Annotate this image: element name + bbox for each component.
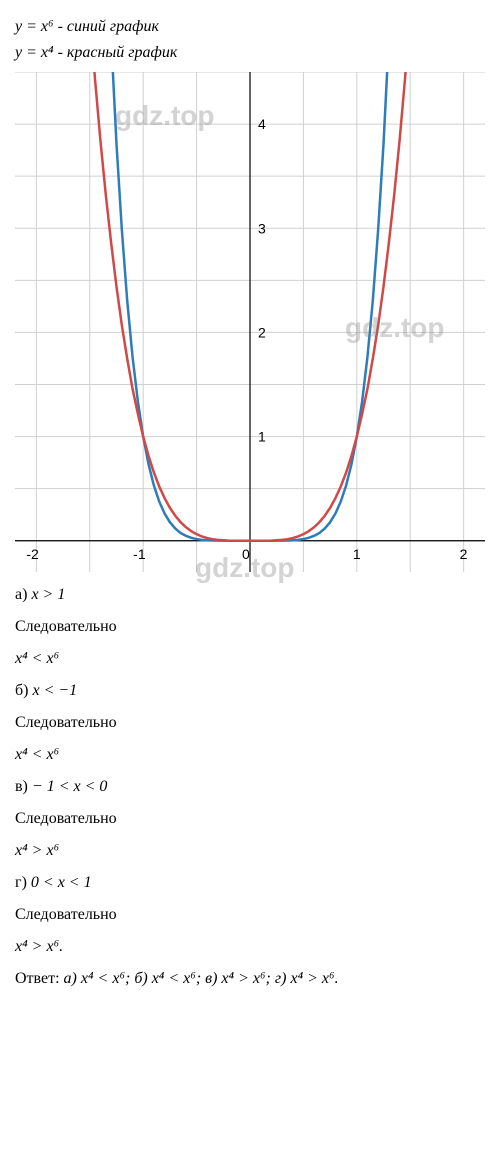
desc-x4: - красный график xyxy=(58,44,178,61)
svg-text:1: 1 xyxy=(258,429,266,445)
follow-b: Следовательно xyxy=(15,714,487,732)
chart: -2-10121234 gdz.top gdz.top gdz.top xyxy=(15,72,485,572)
svg-text:0: 0 xyxy=(242,546,250,562)
svg-text:-1: -1 xyxy=(133,546,146,562)
chart-svg: -2 -1 0 1 2 1 2 3 4 xyxy=(15,72,485,572)
answer-line: Ответ: а) x⁴ < x⁶; б) x⁴ < x⁶; в) x⁴ > x… xyxy=(15,970,487,988)
part-g-cond: г) 0 < x < 1 xyxy=(15,874,487,892)
func-x4: y = x⁴ xyxy=(15,44,54,61)
cond-g: 0 < x < 1 xyxy=(31,874,92,891)
answer-label: Ответ: xyxy=(15,970,60,987)
label-b: б) xyxy=(15,682,28,699)
cond-a: x > 1 xyxy=(31,586,65,603)
cond-v: − 1 < x < 0 xyxy=(32,778,108,795)
label-a: а) xyxy=(15,586,27,603)
answer-b: б) x⁴ < x⁶; xyxy=(134,970,201,987)
svg-text:2: 2 xyxy=(258,324,266,340)
answer-v: в) x⁴ > x⁶; xyxy=(205,970,271,987)
result-a: x⁴ < x⁶ xyxy=(15,650,487,668)
func-x6: y = x⁶ xyxy=(15,18,54,35)
answer-a: а) x⁴ < x⁶; xyxy=(64,970,131,987)
svg-text:1: 1 xyxy=(353,546,361,562)
label-v: в) xyxy=(15,778,28,795)
part-v-cond: в) − 1 < x < 0 xyxy=(15,778,487,796)
svg-text:4: 4 xyxy=(258,116,266,132)
label-g: г) xyxy=(15,874,27,891)
part-b-cond: б) x < −1 xyxy=(15,682,487,700)
follow-a: Следовательно xyxy=(15,618,487,636)
result-v: x⁴ > x⁶ xyxy=(15,842,487,860)
header-line-2: y = x⁴ - красный график xyxy=(15,44,487,62)
svg-text:-2: -2 xyxy=(26,546,39,562)
follow-v: Следовательно xyxy=(15,810,487,828)
result-g: x⁴ > x⁶. xyxy=(15,938,487,956)
cond-b: x < −1 xyxy=(32,682,77,699)
answer-g: г) x⁴ > x⁶. xyxy=(275,970,339,987)
desc-x6: - синий график xyxy=(58,18,159,35)
result-b: x⁴ < x⁶ xyxy=(15,746,487,764)
svg-text:3: 3 xyxy=(258,220,266,236)
part-a-cond: а) x > 1 xyxy=(15,586,487,604)
follow-g: Следовательно xyxy=(15,906,487,924)
header-line-1: y = x⁶ - синий график xyxy=(15,18,487,36)
svg-text:2: 2 xyxy=(460,546,468,562)
